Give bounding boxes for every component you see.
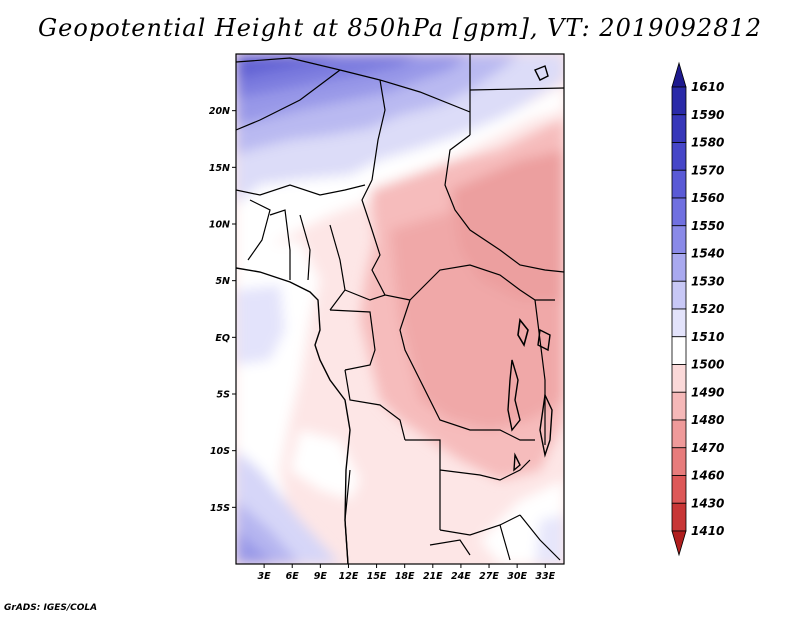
colorbar-swatch [671, 475, 687, 504]
lat-label: 15S [210, 503, 230, 514]
lon-label: 24E [451, 571, 471, 582]
colorbar-label: 1590 [691, 108, 724, 122]
lon-label: 15E [367, 571, 387, 582]
lon-label: 9E [314, 571, 328, 582]
colorbar-label: 1500 [691, 358, 724, 372]
geopotential-field [236, 54, 564, 564]
footer-credit: GrADS: IGES/COLA [4, 603, 98, 613]
colorbar-swatch [671, 280, 687, 310]
lon-label: 30E [507, 571, 527, 582]
country-borders [236, 54, 564, 564]
colorbar-label: 1570 [691, 163, 724, 177]
lon-label: 21E [423, 571, 443, 582]
colorbar-swatch [671, 336, 687, 365]
colorbar-bottom-arrow [671, 530, 687, 557]
longitude-axis: 3E 6E 9E 12E 15E 18E 21E 24E 27E 30E 33E [258, 564, 556, 582]
lon-label: 6E [286, 571, 300, 582]
lat-label: 5S [217, 390, 231, 401]
colorbar-label: 1510 [691, 330, 724, 344]
colorbar-swatch [671, 391, 687, 421]
colorbar-label: 1560 [691, 191, 724, 205]
colorbar-label: 1430 [691, 496, 724, 510]
colorbar-label: 1410 [691, 524, 724, 538]
colorbar-label: 1550 [691, 219, 724, 233]
colorbar-swatch [671, 419, 687, 449]
colorbar-swatch [671, 502, 687, 532]
latitude-axis: 20N 15N 10N 5N EQ 5S 10S 15S [209, 106, 236, 514]
colorbar-label: 1460 [691, 469, 724, 483]
colorbar-swatch [671, 447, 687, 476]
colorbar-label: 1470 [691, 441, 724, 455]
lat-label: 10N [209, 220, 230, 231]
colorbar-swatch [671, 169, 687, 199]
colorbar-label: 1540 [691, 247, 724, 261]
map-title: Geopotential Height at 850hPa [gpm], VT:… [38, 14, 762, 42]
lon-label: 3E [258, 571, 272, 582]
lat-label: 15N [209, 163, 230, 174]
lon-label: 33E [535, 571, 555, 582]
lat-label: 20N [209, 106, 230, 117]
colorbar-swatch [671, 253, 687, 282]
lon-label: 27E [479, 571, 499, 582]
colorbar-swatch [671, 364, 687, 393]
colorbar: 1610 1590 1580 1570 1560 1550 1540 1530 1520 1510… [671, 61, 724, 557]
colorbar-label: 1530 [691, 274, 724, 288]
colorbar-swatch [671, 197, 687, 227]
lon-label: 12E [339, 571, 359, 582]
lat-label: 5N [215, 276, 230, 287]
colorbar-swatch [671, 86, 687, 116]
lat-label: 10S [210, 446, 230, 457]
colorbar-swatch [671, 142, 687, 171]
colorbar-swatch [671, 308, 687, 338]
colorbar-swatch [671, 225, 687, 254]
colorbar-top-arrow [671, 61, 687, 88]
colorbar-label: 1610 [691, 80, 724, 94]
lon-label: 18E [395, 571, 415, 582]
colorbar-label: 1580 [691, 136, 724, 150]
colorbar-label: 1480 [691, 413, 724, 427]
colorbar-label: 1520 [691, 302, 724, 316]
colorbar-label: 1490 [691, 385, 724, 399]
colorbar-swatch [671, 114, 687, 143]
lat-label: EQ [215, 333, 230, 344]
map-frame [235, 53, 565, 565]
